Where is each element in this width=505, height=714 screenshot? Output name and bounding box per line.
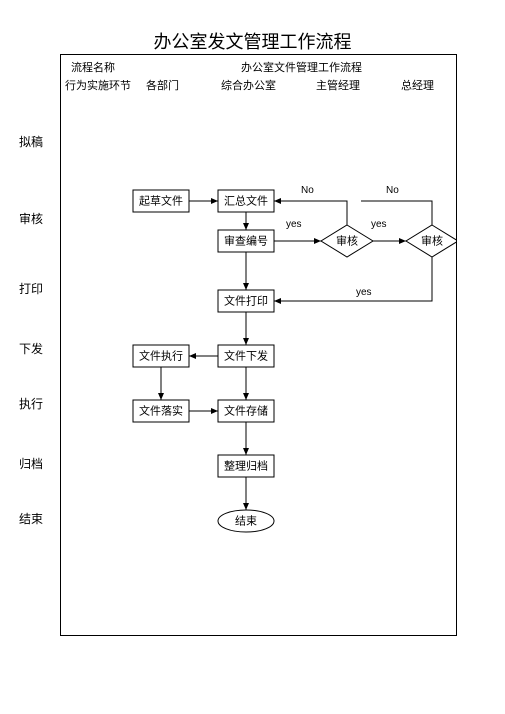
svg-text:文件执行: 文件执行: [139, 349, 183, 363]
label-yes3: yes: [356, 287, 372, 298]
node-print: 文件打印: [218, 290, 274, 312]
svg-text:文件打印: 文件打印: [224, 294, 268, 308]
svg-text:审核: 审核: [421, 234, 443, 248]
svg-text:结束: 结束: [235, 515, 257, 528]
node-store: 文件存储: [218, 400, 274, 422]
node-review2: 审核: [406, 225, 456, 257]
node-exec: 文件执行: [133, 345, 189, 367]
stage-exec: 执行: [19, 395, 43, 412]
node-impl: 文件落实: [133, 400, 189, 422]
label-no1: No: [301, 185, 314, 196]
stage-review: 审核: [19, 210, 43, 227]
node-number: 审查编号: [218, 230, 274, 252]
edge-review2-yes: [274, 257, 432, 301]
node-end: 结束: [218, 510, 274, 532]
svg-text:整理归档: 整理归档: [224, 459, 268, 473]
svg-text:文件下发: 文件下发: [224, 349, 268, 363]
stage-end: 结束: [19, 510, 43, 527]
stage-issue: 下发: [19, 340, 43, 357]
svg-text:审核: 审核: [336, 234, 358, 248]
flow-svg: 起草文件 汇总文件 审查编号 审核 审核 文件打印: [61, 55, 456, 635]
node-collect: 汇总文件: [218, 190, 274, 212]
node-archive: 整理归档: [218, 455, 274, 477]
label-yes1: yes: [286, 219, 302, 230]
node-issue: 文件下发: [218, 345, 274, 367]
page-title: 办公室发文管理工作流程: [0, 28, 505, 54]
flow-frame: 流程名称 办公室文件管理工作流程 行为实施环节 各部门 综合办公室 主管经理 总…: [60, 54, 457, 636]
edge-review1-no: [274, 201, 347, 225]
svg-text:审查编号: 审查编号: [224, 234, 268, 248]
svg-text:起草文件: 起草文件: [139, 194, 183, 208]
page: 办公室发文管理工作流程 流程名称 办公室文件管理工作流程 行为实施环节 各部门 …: [0, 0, 505, 714]
stage-draft: 拟稿: [19, 133, 43, 150]
node-draft: 起草文件: [133, 190, 189, 212]
node-review1: 审核: [321, 225, 373, 257]
svg-text:文件存储: 文件存储: [224, 404, 268, 418]
label-no2: No: [386, 185, 399, 196]
svg-text:文件落实: 文件落实: [139, 404, 183, 418]
stage-print: 打印: [19, 280, 43, 297]
svg-text:汇总文件: 汇总文件: [224, 194, 268, 208]
label-yes2: yes: [371, 219, 387, 230]
stage-archive: 归档: [19, 455, 43, 472]
